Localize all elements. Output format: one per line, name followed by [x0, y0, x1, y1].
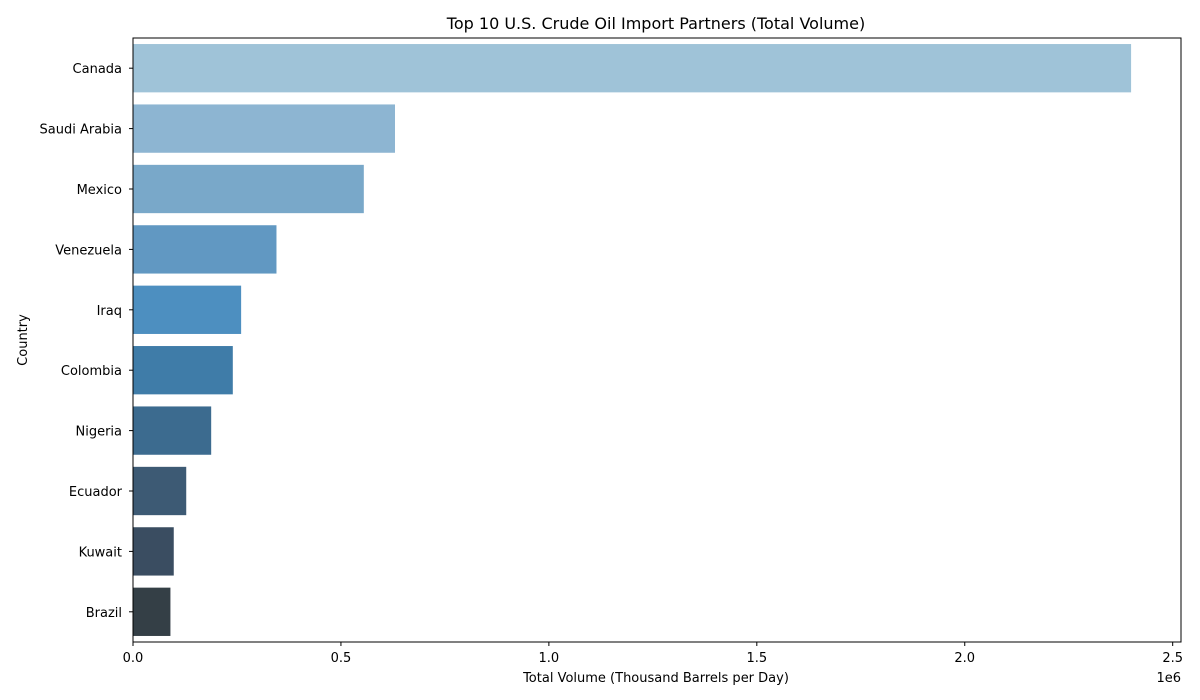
x-tick-label: 1.5	[746, 651, 767, 666]
bar-kuwait	[133, 527, 174, 576]
plot-border	[132, 37, 1182, 643]
y-tick-label-nigeria: Nigeria	[75, 425, 122, 440]
bar-iraq	[133, 285, 242, 334]
bar-venezuela	[133, 225, 277, 274]
x-axis-label: Total Volume (Thousand Barrels per Day)	[522, 671, 789, 686]
bar-canada	[133, 44, 1132, 93]
axes-frame	[132, 37, 1182, 643]
x-tick-label: 0.0	[123, 651, 144, 666]
bar-nigeria	[133, 406, 212, 455]
y-axis-label: Country	[16, 314, 31, 366]
y-axis-ticks: Canada Saudi Arabia Mexico Venezuela Iraq Col…	[40, 62, 133, 621]
y-tick-label-venezuela: Venezuela	[55, 243, 122, 258]
bar-ecuador	[133, 466, 187, 516]
y-tick-label-kuwait: Kuwait	[79, 545, 122, 560]
bars-group	[133, 44, 1132, 636]
x-tick-label: 2.5	[1162, 651, 1183, 666]
bar-brazil	[133, 587, 171, 636]
y-tick-label-iraq: Iraq	[97, 304, 122, 319]
y-tick-label-colombia: Colombia	[61, 364, 122, 379]
y-tick-label-brazil: Brazil	[86, 606, 122, 621]
x-axis-ticks: 0.0 0.5 1.0 1.5 2.0 2.5	[123, 642, 1183, 666]
bar-mexico	[133, 164, 364, 214]
x-tick-label: 1.0	[539, 651, 560, 666]
y-tick-label-mexico: Mexico	[77, 183, 122, 198]
bar-colombia	[133, 346, 233, 395]
y-tick-label-canada: Canada	[73, 62, 122, 77]
chart-title: Top 10 U.S. Crude Oil Import Partners (T…	[446, 14, 865, 33]
y-tick-label-ecuador: Ecuador	[69, 485, 123, 500]
x-axis-offset-label: 1e6	[1156, 671, 1181, 686]
y-tick-label-saudi-arabia: Saudi Arabia	[40, 123, 123, 138]
x-tick-label: 2.0	[954, 651, 975, 666]
bar-saudi-arabia	[133, 104, 395, 153]
x-tick-label: 0.5	[331, 651, 352, 666]
